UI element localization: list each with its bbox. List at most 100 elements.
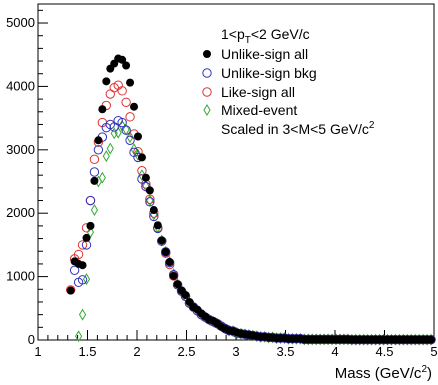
data-point <box>122 61 131 70</box>
data-point <box>77 240 88 250</box>
x-axis-title-sup: 2 <box>421 364 427 375</box>
data-point <box>66 286 75 295</box>
legend-footer: Scaled in 3<M<5 GeV/c2 <box>221 120 375 137</box>
data-point <box>98 171 106 184</box>
y-axis: 0 1000 2000 3000 4000 5000 <box>6 9 48 347</box>
legend-label: Like-sign all <box>221 84 295 100</box>
x-tick-label: 5 <box>430 344 437 359</box>
legend-label: Unlike-sign bkg <box>221 65 317 81</box>
data-point <box>126 78 135 87</box>
data-point <box>90 204 99 217</box>
data-point <box>78 261 87 270</box>
legend-marker <box>203 104 211 116</box>
legend-label: Unlike-sign all <box>221 46 308 62</box>
data-point <box>145 197 155 207</box>
data-point <box>138 169 146 182</box>
legend-entry: Like-sign all <box>202 84 295 100</box>
data-point <box>94 136 103 145</box>
series-layer <box>65 54 436 346</box>
data-point <box>149 206 158 215</box>
legend-label: Mixed-event <box>221 102 297 118</box>
legend-header-sub: T <box>245 35 251 46</box>
data-point <box>145 194 155 204</box>
data-point <box>133 147 143 157</box>
data-point <box>137 153 146 162</box>
legend-footer-sup: 2 <box>369 120 375 131</box>
data-point <box>82 233 91 242</box>
y-tick-label: 2000 <box>6 205 35 220</box>
y-tick-label: 5000 <box>6 15 35 30</box>
data-point <box>118 55 127 64</box>
data-point <box>93 145 104 155</box>
x-tick-label: 3 <box>232 344 239 359</box>
data-point <box>82 273 91 286</box>
x-axis: 1 1.5 2 2.5 3 3.5 4 4.5 5 <box>34 330 438 359</box>
data-point <box>427 335 436 344</box>
y-tick-label: 4000 <box>6 78 35 93</box>
legend-marker <box>203 50 211 58</box>
data-point <box>117 117 127 128</box>
x-axis-title: Mass (GeV/c2) <box>335 364 432 382</box>
y-tick-label: 0 <box>28 332 35 347</box>
data-point <box>106 142 114 155</box>
data-point <box>121 97 131 107</box>
x-tick-label: 2 <box>133 344 140 359</box>
x-tick-label: 4 <box>331 344 338 359</box>
legend-header: 1<pT<2 GeV/c <box>221 26 310 46</box>
data-point <box>75 330 83 343</box>
x-tick-label: 4.5 <box>375 344 393 359</box>
legend-header-prefix: 1<p <box>221 26 245 42</box>
data-point <box>86 226 95 239</box>
x-axis-title-end: ) <box>427 365 432 382</box>
legend-header-suffix: <2 GeV/c <box>251 26 310 42</box>
legend-entry: Mixed-event <box>203 102 297 118</box>
legend-entry: Unlike-sign all <box>203 46 308 62</box>
legend-entry: Unlike-sign bkg <box>202 65 317 81</box>
data-point <box>161 247 171 257</box>
data-point <box>73 249 84 260</box>
data-point <box>98 105 107 114</box>
data-point <box>169 271 178 280</box>
data-point <box>125 112 135 122</box>
data-point <box>117 86 127 96</box>
data-point <box>165 258 174 267</box>
x-tick-label: 1 <box>34 344 41 359</box>
data-point <box>173 280 182 289</box>
data-point <box>125 135 135 146</box>
data-point <box>89 154 100 165</box>
y-tick-label: 3000 <box>6 142 35 157</box>
data-point <box>153 221 162 230</box>
data-point <box>90 176 99 185</box>
data-point <box>181 290 190 299</box>
x-tick-label: 3.5 <box>276 344 294 359</box>
x-tick-label: 2.5 <box>177 344 195 359</box>
data-point <box>86 221 95 230</box>
data-point <box>141 173 150 182</box>
series-mixed-event <box>75 119 435 346</box>
data-point <box>145 186 154 195</box>
series-unlike-sign-all <box>66 54 436 344</box>
data-point <box>161 247 170 256</box>
data-point <box>126 131 134 144</box>
data-point <box>77 275 88 285</box>
data-point <box>85 195 96 206</box>
legend-footer-main: Scaled in 3<M<5 GeV/c <box>221 121 369 137</box>
y-tick-label: 1000 <box>6 269 35 284</box>
x-tick-label: 1.5 <box>78 344 96 359</box>
data-point <box>69 265 80 275</box>
data-point <box>130 102 139 111</box>
data-point <box>105 89 115 99</box>
series-unlike-sign-bkg <box>69 115 436 345</box>
legend: 1<pT<2 GeV/c Unlike-sign allUnlike-sign … <box>202 26 375 137</box>
x-axis-title-main: Mass (GeV/c <box>335 365 422 382</box>
legend-marker <box>202 68 212 78</box>
data-point <box>146 194 154 207</box>
data-point <box>133 132 142 141</box>
legend-entries: Unlike-sign all Unlike-sign bkg Like-sign … <box>202 46 317 118</box>
data-point <box>78 308 87 321</box>
data-point <box>89 167 100 177</box>
data-point <box>102 77 111 86</box>
data-point <box>157 236 166 245</box>
data-point <box>121 125 131 135</box>
